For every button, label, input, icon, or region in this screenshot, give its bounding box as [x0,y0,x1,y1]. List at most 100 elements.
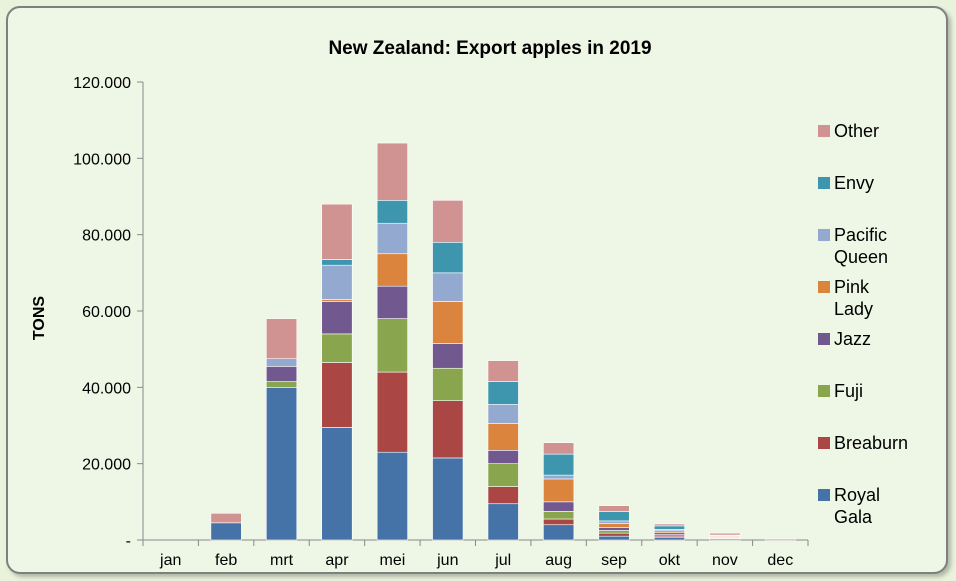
legend-label-pink-lady: Pink Lady [834,277,873,319]
bar-segment-pacific-queen-mei [376,222,408,255]
bar-segment-envy-okt [653,525,685,530]
chart-frame: New Zealand: Export apples in 2019 TONS … [6,6,948,574]
bar-segment-other-dec [764,538,796,541]
legend-swatch-envy [818,177,830,189]
bar-segment-royal-gala-jun [432,457,464,541]
bar-segment-envy-aug [543,453,575,476]
bar-segment-pacific-queen-aug [543,474,575,480]
bar-segment-pacific-queen-apr [321,264,353,300]
bar-segment-jazz-jun [432,343,464,369]
legend-label-breaburn: Breaburn [834,433,908,453]
bar-segment-breaburn-jun [432,400,464,459]
x-tick-label: jan [159,552,181,569]
legend-label-pacific-queen: Pacific Queen [834,225,888,267]
x-tick-label: jul [494,552,511,569]
bar-segment-envy-jun [432,242,464,274]
bar-segment-other-jun [432,200,464,243]
bar-segment-envy-mei [376,200,408,224]
bar-segment-fuji-jun [432,367,464,401]
bar-segment-jazz-aug [543,501,575,512]
bar-segment-fuji-apr [321,333,353,363]
y-tick-label: 20.000 [82,457,131,474]
x-tick-label: okt [659,552,681,569]
bar-segment-royal-gala-jul [487,503,519,541]
bar-segment-royal-gala-sep [598,535,630,541]
bar-segment-other-feb [210,512,242,524]
x-tick-label: jun [436,552,458,569]
bar-segment-other-apr [321,203,353,260]
x-tick-label: apr [325,552,349,569]
legend: Other Envy Pacific Queen Pink Lady Jazz Fuji Bre… [818,121,908,527]
legend-swatch-pacific-queen [818,229,830,241]
x-tick-label: nov [712,552,738,569]
bar-segment-breaburn-mei [376,371,408,453]
legend-swatch-breaburn [818,437,830,449]
bar-segment-royal-gala-aug [543,524,575,541]
bar-segment-envy-apr [321,259,353,266]
y-tick-label: 60.000 [82,304,131,321]
bar-segment-pink-lady-mei [376,253,408,287]
bar-segment-royal-gala-feb [210,522,242,541]
bar-segment-pacific-queen-sep [598,520,630,524]
bar-segment-breaburn-jul [487,486,519,505]
bar-segment-pacific-queen-jun [432,272,464,302]
bar-segment-breaburn-apr [321,362,353,428]
bar-segment-pink-lady-aug [543,478,575,503]
x-tick-label: mrt [270,552,294,569]
chart-title: New Zealand: Export apples in 2019 [328,38,651,59]
bar-segment-pacific-queen-jul [487,404,519,424]
y-tick-label: 80.000 [82,228,131,245]
legend-swatch-fuji [818,385,830,397]
bar-segment-pink-lady-jul [487,423,519,451]
legend-label-fuji: Fuji [834,381,863,401]
bar-segment-pacific-queen-mrt [266,358,298,367]
x-tick-label: dec [767,552,793,569]
bar-segment-envy-jul [487,381,519,405]
bar-segment-other-okt [653,523,685,527]
bar-segment-royal-gala-mrt [266,387,298,541]
bar-segment-fuji-mei [376,318,408,373]
bar-segment-royal-gala-okt [653,537,685,541]
legend-label-other: Other [834,121,879,141]
bar-segment-envy-sep [598,511,630,522]
y-tick-label: 120.000 [73,75,131,92]
bar-segment-other-mei [376,142,408,201]
y-axis-title: TONS [31,296,48,340]
legend-label-royal-gala: Royal Gala [834,485,880,527]
bar-segment-fuji-mrt [266,381,298,388]
bar-segment-jazz-sep [598,527,630,531]
x-tick-label: sep [601,552,627,569]
bar-segment-fuji-jul [487,463,519,487]
stacked-bar-chart: New Zealand: Export apples in 2019 TONS … [31,38,908,569]
bar-segment-royal-gala-mei [376,451,408,541]
legend-label-envy: Envy [834,173,874,193]
legend-label-jazz: Jazz [834,329,871,349]
legend-swatch-royal-gala [818,489,830,501]
y-tick-label: 100.000 [73,151,131,168]
bar-segment-breaburn-aug [543,518,575,526]
legend-swatch-pink-lady [818,281,830,293]
bar-segment-fuji-aug [543,511,575,520]
bar-segment-fuji-sep [598,530,630,534]
y-tick-label: - [126,533,131,550]
bar-segment-jazz-mei [376,285,408,319]
bar-segment-other-mrt [266,318,298,360]
bar-segment-pink-lady-jun [432,301,464,344]
bar-segment-jazz-apr [321,301,353,335]
x-tick-label: feb [215,552,237,569]
bar-segment-royal-gala-apr [321,427,353,541]
bar-segment-other-nov [709,532,741,536]
bar-segment-jazz-mrt [266,366,298,382]
bar-segment-other-aug [543,442,575,455]
bar-segment-other-jul [487,360,519,382]
y-tick-label: 40.000 [82,380,131,397]
bar-segment-jazz-jul [487,450,519,464]
x-tick-label: aug [545,552,572,569]
plot-area: - 20.000 40.000 60.000 80.000 100.000 120.000 j… [73,75,809,569]
bar-segment-breaburn-sep [598,532,630,537]
bar-segment-pink-lady-sep [598,523,630,528]
x-tick-label: mei [379,552,405,569]
bar-segment-other-sep [598,505,630,512]
legend-swatch-jazz [818,333,830,345]
legend-swatch-other [818,125,830,137]
